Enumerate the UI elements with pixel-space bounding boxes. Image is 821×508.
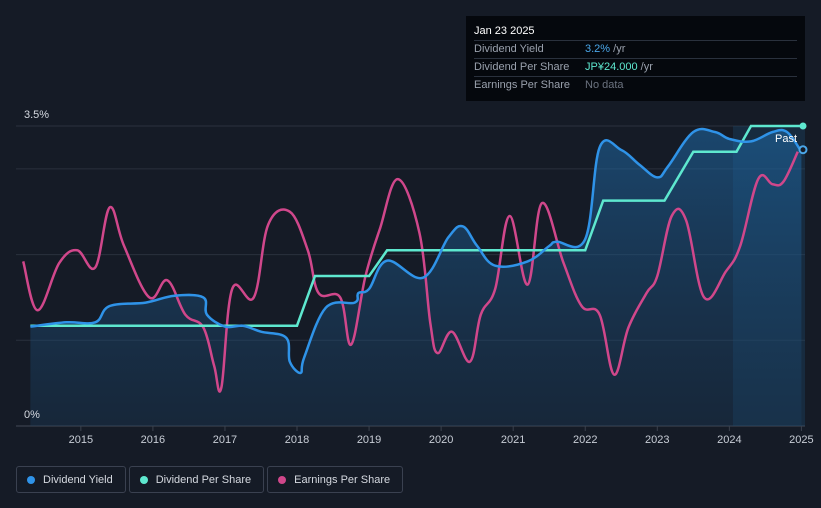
y-axis-top-label: 3.5% bbox=[24, 109, 49, 121]
tooltip-row-earnings-per-share: Earnings Per Share No data bbox=[474, 76, 797, 94]
x-tick-label: 2024 bbox=[717, 434, 741, 446]
x-tick-label: 2021 bbox=[501, 434, 525, 446]
legend-dividend-yield[interactable]: Dividend Yield bbox=[16, 466, 126, 493]
tooltip-label: Dividend Per Share bbox=[474, 61, 570, 73]
tooltip-value: No data bbox=[585, 79, 624, 91]
legend-dot-icon bbox=[139, 475, 148, 484]
tooltip-row-dividend-yield: Dividend Yield 3.2% /yr bbox=[474, 40, 797, 58]
tooltip-value: 3.2% bbox=[585, 43, 611, 55]
legend: Dividend Yield Dividend Per Share Earnin… bbox=[16, 466, 404, 493]
earnings-per-share-line[interactable] bbox=[21, 151, 799, 393]
dividend-yield-line[interactable] bbox=[30, 127, 803, 375]
x-tick-label: 2019 bbox=[357, 434, 381, 446]
x-tick-label: 2020 bbox=[429, 434, 453, 446]
x-tick-label: 2015 bbox=[69, 434, 93, 446]
legend-label: Dividend Yield bbox=[43, 473, 113, 486]
y-axis-bottom-label: 0% bbox=[24, 409, 40, 421]
tooltip-label: Earnings Per Share bbox=[474, 79, 570, 91]
past-label: Past bbox=[775, 133, 797, 145]
legend-dividend-per-share[interactable]: Dividend Per Share bbox=[128, 466, 265, 493]
x-tick-label: 2016 bbox=[141, 434, 165, 446]
x-tick-label: 2022 bbox=[573, 434, 597, 446]
tooltip-panel: Jan 23 2025 Dividend Yield 3.2% /yr Divi… bbox=[466, 16, 805, 101]
legend-label: Dividend Per Share bbox=[155, 473, 252, 486]
dividend-per-share-end-marker bbox=[799, 122, 807, 130]
dividend-per-share-line[interactable] bbox=[30, 124, 805, 327]
x-tick-label: 2018 bbox=[285, 434, 309, 446]
tooltip-label: Dividend Yield bbox=[474, 43, 544, 55]
legend-earnings-per-share[interactable]: Earnings Per Share bbox=[267, 466, 404, 493]
tooltip-date: Jan 23 2025 bbox=[474, 25, 535, 37]
tooltip-row-dividend-per-share: Dividend Per Share JP¥24.000 /yr bbox=[474, 58, 797, 76]
legend-label: Earnings Per Share bbox=[294, 473, 391, 486]
x-tick-label: 2017 bbox=[213, 434, 237, 446]
dividend-yield-end-marker bbox=[798, 145, 808, 155]
x-tick-label: 2025 bbox=[789, 434, 813, 446]
legend-dot-icon bbox=[27, 475, 35, 484]
x-tick-label: 2023 bbox=[645, 434, 669, 446]
legend-dot-icon bbox=[278, 475, 287, 484]
tooltip-value: JP¥24.000 bbox=[585, 61, 638, 73]
